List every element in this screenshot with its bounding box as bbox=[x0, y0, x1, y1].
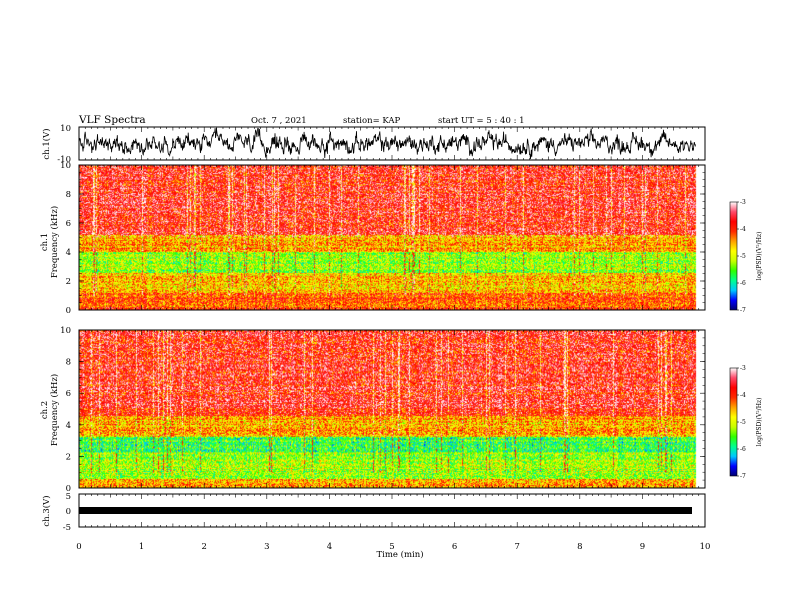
time-tick-label: 4 bbox=[327, 542, 332, 552]
time-axis-tick-labels: 0 1 2 3 4 5 6 7 8 9 10 bbox=[76, 542, 710, 552]
ch1-waveform-line bbox=[78, 127, 696, 160]
ch3-wave-ytick-mid: 0 bbox=[66, 507, 71, 517]
colorbar-tick-label: -5 bbox=[740, 419, 746, 426]
ch1-spectrogram-ylabel-frequency: Frequency (kHz) bbox=[49, 206, 60, 278]
ch1-wave-ytick-bottom: -10 bbox=[57, 155, 71, 165]
frequency-tick-label: 8 bbox=[66, 358, 71, 368]
ch1-spectrogram-xticks bbox=[78, 165, 706, 310]
ch3-wave-ytick-top: 5 bbox=[66, 492, 71, 502]
ch3-wave-xticks bbox=[78, 494, 706, 527]
colorbar-tick-label: -7 bbox=[740, 473, 746, 480]
ch1-waveform-panel: 10 -10 ch.1(V) bbox=[41, 124, 706, 165]
frequency-tick-label: 0 bbox=[66, 484, 71, 494]
ch1-colorbar: -3 -4 -5 -6 -7 log(PSD)(V²/Hz) bbox=[729, 199, 763, 314]
time-axis-label: Time (min) bbox=[376, 549, 423, 560]
ch1-wave-xticks bbox=[78, 127, 706, 160]
ch1-wave-ytick-top: 10 bbox=[60, 124, 71, 134]
colorbar-tick-label: -3 bbox=[740, 365, 746, 372]
ch2-spectrogram-image bbox=[79, 330, 705, 488]
frequency-tick-label: 4 bbox=[66, 248, 71, 258]
start-time-label: start UT = 5 : 40 : 1 bbox=[438, 116, 525, 126]
time-tick-label: 10 bbox=[700, 542, 711, 552]
time-tick-label: 6 bbox=[452, 542, 457, 552]
frequency-tick-label: 6 bbox=[66, 219, 71, 229]
ch1-colorbar-label: log(PSD)(V²/Hz) bbox=[756, 232, 763, 281]
colorbar-tick-label: -5 bbox=[740, 253, 746, 260]
time-tick-label: 3 bbox=[264, 542, 269, 552]
ch2-spectrogram-xticks bbox=[78, 330, 706, 488]
frequency-tick-label: 2 bbox=[66, 277, 71, 287]
frequency-tick-label: 4 bbox=[66, 421, 71, 431]
colorbar-tick-label: -4 bbox=[740, 226, 746, 233]
time-tick-label: 1 bbox=[139, 542, 144, 552]
frequency-tick-label: 10 bbox=[60, 326, 71, 336]
ch1-spectrogram-panel: 0 2 4 6 8 10 ch.1 Frequency (kHz) bbox=[40, 161, 706, 316]
ch1-colorbar-ticks: -3 -4 -5 -6 -7 bbox=[737, 199, 746, 314]
ch2-colorbar-gradient bbox=[729, 367, 738, 477]
ch2-spectrogram-yticks: 0 2 4 6 8 10 bbox=[60, 326, 705, 494]
ch1-wave-ylabel: ch.1(V) bbox=[41, 128, 52, 159]
ch2-colorbar-label: log(PSD)(V²/Hz) bbox=[756, 398, 763, 447]
ch3-waveform-band bbox=[79, 507, 692, 514]
ch1-spectrogram-yticks: 0 2 4 6 8 10 bbox=[60, 161, 705, 316]
colorbar-tick-label: -3 bbox=[740, 199, 746, 206]
figure-title: VLF Spectra bbox=[78, 114, 146, 126]
ch1-spectrogram-ylabel-channel: ch.1 bbox=[40, 233, 50, 251]
ch2-spectrogram-panel: 0 2 4 6 8 10 ch.2 Frequency (kHz) bbox=[40, 326, 706, 494]
ch3-waveform-panel: 5 0 -5 ch.3(V) 0 1 2 3 4 5 6 7 8 9 10 Time (min) bbox=[41, 492, 710, 560]
colorbar-tick-label: -6 bbox=[740, 446, 746, 453]
frequency-tick-label: 10 bbox=[60, 161, 71, 171]
ch3-wave-ytick-bottom: -5 bbox=[63, 523, 71, 533]
ch1-spectrogram-image bbox=[79, 165, 705, 310]
time-tick-label: 8 bbox=[577, 542, 582, 552]
colorbar-tick-label: -7 bbox=[740, 307, 746, 314]
colorbar-tick-label: -4 bbox=[740, 392, 746, 399]
time-tick-label: 7 bbox=[514, 542, 519, 552]
frequency-tick-label: 2 bbox=[66, 452, 71, 462]
time-tick-label: 0 bbox=[76, 542, 81, 552]
colorbar-tick-label: -6 bbox=[740, 280, 746, 287]
time-tick-label: 9 bbox=[640, 542, 645, 552]
ch2-spectrogram-ylabel-frequency: Frequency (kHz) bbox=[49, 374, 60, 446]
time-tick-label: 2 bbox=[201, 542, 206, 552]
ch2-colorbar-ticks: -3 -4 -5 -6 -7 bbox=[737, 365, 746, 480]
ch3-wave-ylabel: ch.3(V) bbox=[41, 495, 52, 526]
frequency-tick-label: 8 bbox=[66, 190, 71, 200]
ch2-colorbar: -3 -4 -5 -6 -7 log(PSD)(V²/Hz) bbox=[729, 365, 763, 480]
time-tick-label: 5 bbox=[389, 542, 394, 552]
date-label: Oct. 7 , 2021 bbox=[251, 116, 307, 126]
station-label: station= KAP bbox=[343, 116, 401, 126]
frequency-tick-label: 6 bbox=[66, 389, 71, 399]
ch2-spectrogram-ylabel-channel: ch.2 bbox=[40, 401, 50, 419]
ch1-colorbar-gradient bbox=[729, 201, 738, 311]
frequency-tick-label: 0 bbox=[66, 306, 71, 316]
